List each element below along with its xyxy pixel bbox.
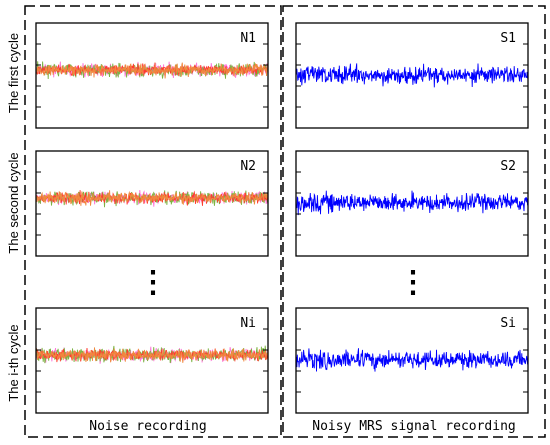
- waveform: [296, 190, 528, 216]
- waveform: [296, 348, 528, 372]
- cycle-label-3: The i-th cycle: [6, 324, 21, 401]
- signal-label-3: Si: [500, 316, 516, 331]
- signal-panel-3: Si: [295, 307, 529, 414]
- panel-frame: [35, 150, 269, 257]
- panel-frame: [295, 150, 529, 257]
- waveform: [36, 345, 268, 364]
- waveform: [36, 61, 268, 80]
- signal-label-2: S2: [500, 159, 516, 174]
- panel-frame: [295, 22, 529, 129]
- waveform: [36, 189, 268, 208]
- left-column-frame: [24, 5, 282, 438]
- right-ellipsis: ⋮: [398, 265, 428, 300]
- cycle-label-1: The first cycle: [6, 33, 21, 113]
- signal-label-1: S1: [500, 31, 516, 46]
- noise-panel-1: N1: [35, 22, 269, 129]
- panels-group: N1 S1 N2 S2 Ni Si: [35, 22, 529, 414]
- panel-frame: [35, 22, 269, 129]
- noise-label-3: Ni: [240, 316, 256, 331]
- panel-frame: [295, 307, 529, 414]
- waveform: [296, 63, 528, 88]
- signal-panel-2: S2: [295, 150, 529, 257]
- noise-label-1: N1: [240, 31, 256, 46]
- right-column-frame: [282, 5, 546, 438]
- noise-recording-caption: Noise recording: [89, 419, 206, 434]
- left-ellipsis: ⋮: [138, 265, 168, 300]
- signal-panel-1: S1: [295, 22, 529, 129]
- signal-recording-caption: Noisy MRS signal recording: [312, 419, 516, 434]
- noise-panel-3: Ni: [35, 307, 269, 414]
- noise-label-2: N2: [240, 159, 256, 174]
- panel-frame: [35, 307, 269, 414]
- noise-panel-2: N2: [35, 150, 269, 257]
- cycle-label-2: The second cycle: [6, 152, 21, 253]
